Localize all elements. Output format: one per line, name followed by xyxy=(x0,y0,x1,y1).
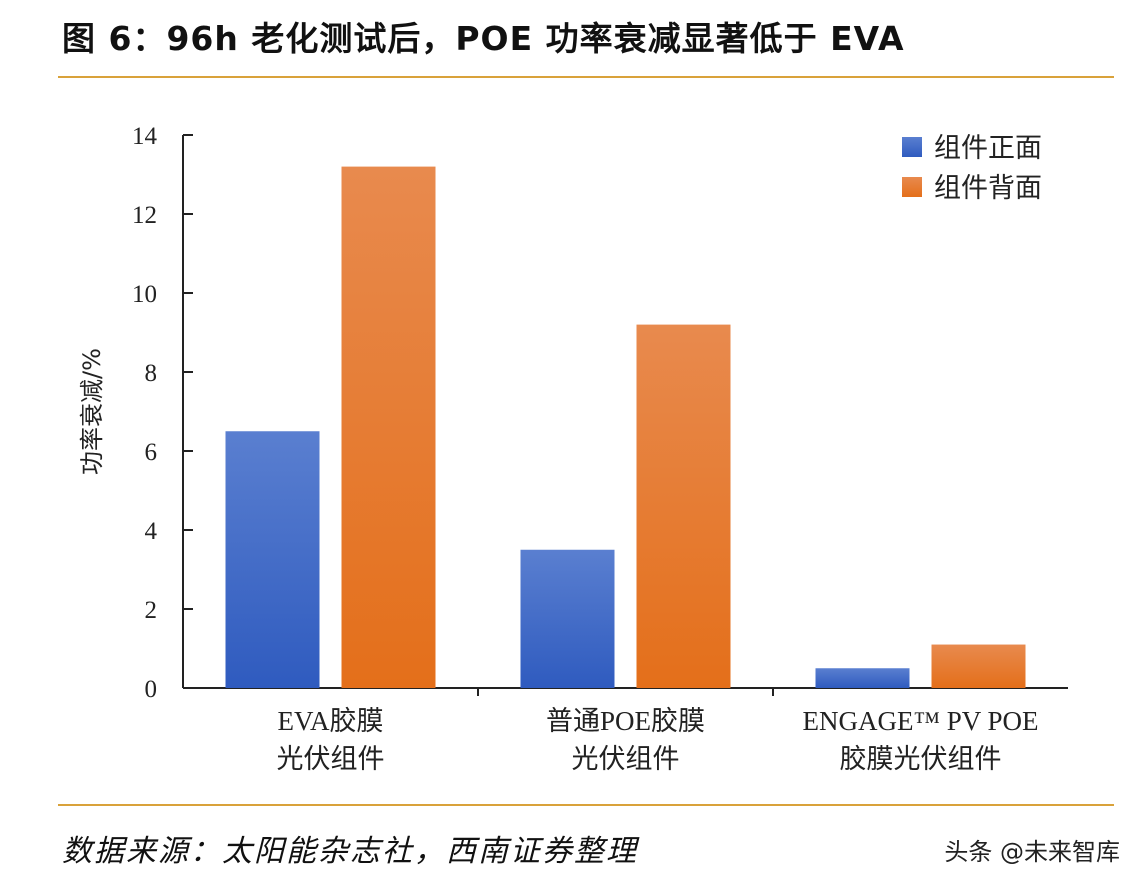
title-divider xyxy=(58,76,1114,78)
y-tick-label: 10 xyxy=(132,281,157,308)
bar-front xyxy=(520,549,615,688)
watermark: 头条 @未来智库 xyxy=(944,838,1120,866)
x-tick-label: ENGAGE™ PV POE xyxy=(803,706,1039,736)
bar-back xyxy=(931,644,1026,688)
bar-back xyxy=(341,166,436,689)
y-tick-label: 14 xyxy=(132,123,158,150)
x-tick-label: 胶膜光伏组件 xyxy=(840,744,1002,774)
y-tick-label: 8 xyxy=(145,360,158,387)
y-tick-label: 2 xyxy=(145,597,158,624)
x-tick-label: 普通POE胶膜 xyxy=(546,706,705,736)
bar-front xyxy=(225,431,320,688)
legend-label: 组件正面 xyxy=(934,133,1042,164)
legend-swatch xyxy=(902,177,922,197)
y-tick-label: 12 xyxy=(132,202,157,229)
x-tick-label: 光伏组件 xyxy=(277,744,385,774)
bar-front xyxy=(815,668,910,688)
y-tick-label: 6 xyxy=(145,439,158,466)
y-tick-label: 0 xyxy=(145,676,158,703)
bar-back xyxy=(636,324,731,688)
source-note: 数据来源：太阳能杂志社，西南证券整理 xyxy=(62,834,638,869)
page-title: 图 6：96h 老化测试后，POE 功率衰减显著低于 EVA xyxy=(62,19,905,58)
bar-chart: 02468101214功率衰减/%EVA胶膜光伏组件普通POE胶膜光伏组件ENG… xyxy=(78,123,1068,774)
y-axis-label: 功率衰减/% xyxy=(78,348,106,475)
legend-swatch xyxy=(902,137,922,157)
x-tick-label: EVA胶膜 xyxy=(277,706,383,736)
x-tick-label: 光伏组件 xyxy=(572,744,680,774)
y-tick-label: 4 xyxy=(145,518,158,545)
footer-divider xyxy=(58,804,1114,806)
legend-label: 组件背面 xyxy=(934,173,1042,204)
